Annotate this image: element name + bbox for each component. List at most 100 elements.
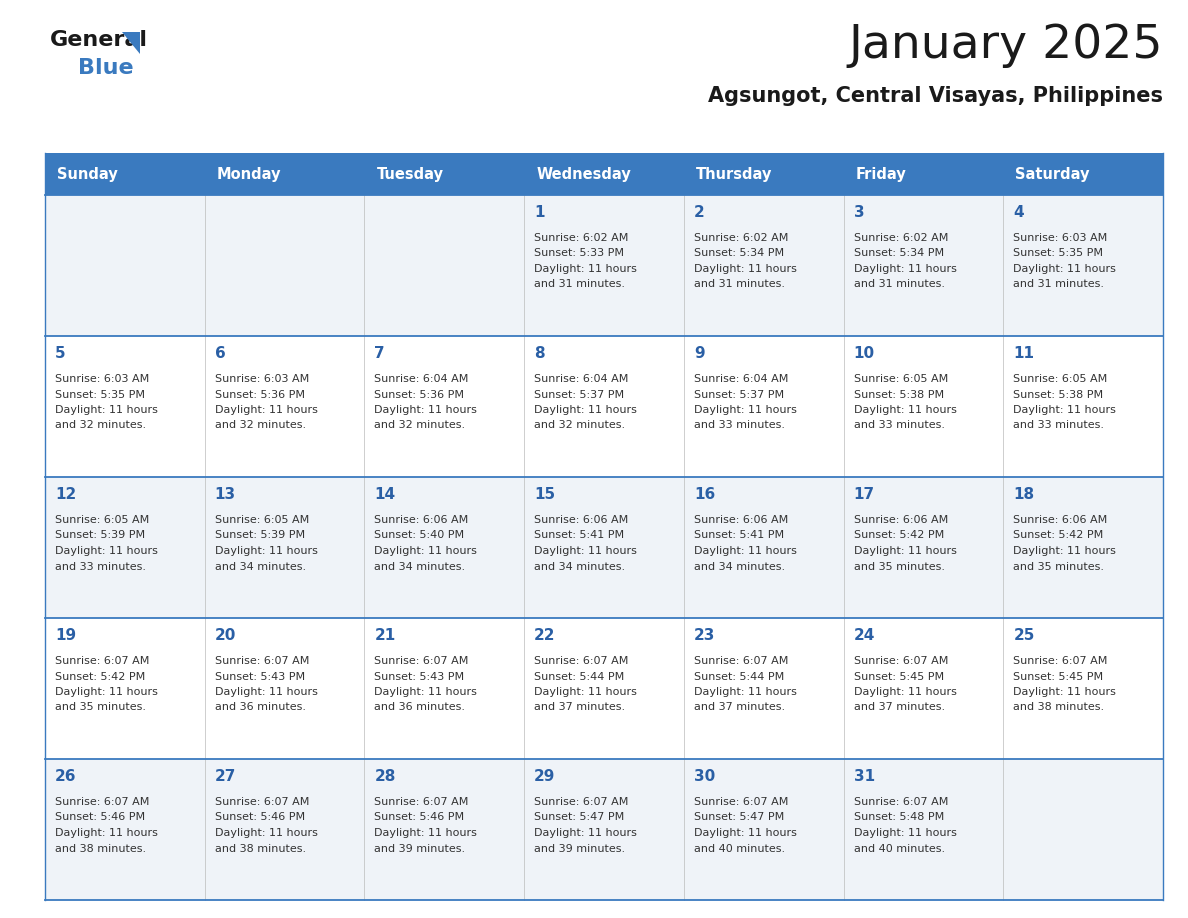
Text: 27: 27 — [215, 769, 236, 784]
Text: and 32 minutes.: and 32 minutes. — [374, 420, 466, 431]
Text: Daylight: 11 hours: Daylight: 11 hours — [694, 687, 797, 697]
Text: and 33 minutes.: and 33 minutes. — [1013, 420, 1105, 431]
Text: Sunset: 5:35 PM: Sunset: 5:35 PM — [55, 389, 145, 399]
Text: Sunrise: 6:02 AM: Sunrise: 6:02 AM — [535, 233, 628, 243]
Text: Sunset: 5:47 PM: Sunset: 5:47 PM — [535, 812, 625, 823]
Text: Sunrise: 6:04 AM: Sunrise: 6:04 AM — [535, 374, 628, 384]
Text: Daylight: 11 hours: Daylight: 11 hours — [374, 546, 478, 556]
Text: Daylight: 11 hours: Daylight: 11 hours — [1013, 264, 1117, 274]
Text: Blue: Blue — [78, 58, 133, 78]
Text: Sunset: 5:44 PM: Sunset: 5:44 PM — [535, 671, 625, 681]
Text: Daylight: 11 hours: Daylight: 11 hours — [55, 405, 158, 415]
Text: and 37 minutes.: and 37 minutes. — [694, 702, 785, 712]
Text: Daylight: 11 hours: Daylight: 11 hours — [215, 828, 317, 838]
Text: 11: 11 — [1013, 346, 1035, 361]
Text: Sunrise: 6:07 AM: Sunrise: 6:07 AM — [55, 656, 150, 666]
Text: and 38 minutes.: and 38 minutes. — [215, 844, 305, 854]
Text: Sunrise: 6:03 AM: Sunrise: 6:03 AM — [1013, 233, 1107, 243]
Text: 9: 9 — [694, 346, 704, 361]
Text: Daylight: 11 hours: Daylight: 11 hours — [55, 546, 158, 556]
Text: Sunset: 5:38 PM: Sunset: 5:38 PM — [853, 389, 943, 399]
Text: Sunset: 5:46 PM: Sunset: 5:46 PM — [55, 812, 145, 823]
Text: 22: 22 — [535, 628, 556, 643]
Text: Sunday: Sunday — [57, 166, 118, 182]
Text: Sunset: 5:34 PM: Sunset: 5:34 PM — [853, 249, 943, 259]
Text: Daylight: 11 hours: Daylight: 11 hours — [535, 687, 637, 697]
Text: Agsungot, Central Visayas, Philippines: Agsungot, Central Visayas, Philippines — [708, 86, 1163, 106]
Text: Wednesday: Wednesday — [536, 166, 631, 182]
Bar — [45, 618, 1163, 759]
Bar — [45, 759, 1163, 900]
Text: 16: 16 — [694, 487, 715, 502]
Text: Daylight: 11 hours: Daylight: 11 hours — [535, 546, 637, 556]
Text: Sunrise: 6:05 AM: Sunrise: 6:05 AM — [215, 515, 309, 525]
Text: Sunrise: 6:06 AM: Sunrise: 6:06 AM — [535, 515, 628, 525]
Text: and 31 minutes.: and 31 minutes. — [694, 279, 785, 289]
Text: and 40 minutes.: and 40 minutes. — [694, 844, 785, 854]
Text: Sunset: 5:37 PM: Sunset: 5:37 PM — [694, 389, 784, 399]
Text: Sunset: 5:41 PM: Sunset: 5:41 PM — [535, 531, 624, 541]
Text: and 32 minutes.: and 32 minutes. — [55, 420, 146, 431]
Text: 26: 26 — [55, 769, 76, 784]
Text: and 32 minutes.: and 32 minutes. — [535, 420, 625, 431]
Text: Sunrise: 6:07 AM: Sunrise: 6:07 AM — [1013, 656, 1107, 666]
Text: Sunset: 5:44 PM: Sunset: 5:44 PM — [694, 671, 784, 681]
Text: 1: 1 — [535, 205, 544, 220]
Text: Sunset: 5:46 PM: Sunset: 5:46 PM — [374, 812, 465, 823]
Text: Sunrise: 6:07 AM: Sunrise: 6:07 AM — [535, 797, 628, 807]
Text: Daylight: 11 hours: Daylight: 11 hours — [215, 405, 317, 415]
Text: and 35 minutes.: and 35 minutes. — [853, 562, 944, 572]
Text: and 37 minutes.: and 37 minutes. — [853, 702, 944, 712]
Text: Sunset: 5:42 PM: Sunset: 5:42 PM — [853, 531, 943, 541]
Text: 17: 17 — [853, 487, 874, 502]
Text: Daylight: 11 hours: Daylight: 11 hours — [853, 687, 956, 697]
Text: Sunset: 5:36 PM: Sunset: 5:36 PM — [374, 389, 465, 399]
Text: Daylight: 11 hours: Daylight: 11 hours — [374, 828, 478, 838]
Text: Sunset: 5:47 PM: Sunset: 5:47 PM — [694, 812, 784, 823]
Text: Sunset: 5:41 PM: Sunset: 5:41 PM — [694, 531, 784, 541]
Text: January 2025: January 2025 — [848, 23, 1163, 68]
Text: Sunset: 5:37 PM: Sunset: 5:37 PM — [535, 389, 624, 399]
Text: Sunset: 5:40 PM: Sunset: 5:40 PM — [374, 531, 465, 541]
Text: Thursday: Thursday — [696, 166, 772, 182]
Text: Sunrise: 6:06 AM: Sunrise: 6:06 AM — [694, 515, 788, 525]
Text: Sunrise: 6:03 AM: Sunrise: 6:03 AM — [215, 374, 309, 384]
Bar — [45, 336, 1163, 477]
Text: Daylight: 11 hours: Daylight: 11 hours — [55, 828, 158, 838]
Text: Sunrise: 6:05 AM: Sunrise: 6:05 AM — [1013, 374, 1107, 384]
Text: Sunset: 5:34 PM: Sunset: 5:34 PM — [694, 249, 784, 259]
Text: Daylight: 11 hours: Daylight: 11 hours — [374, 405, 478, 415]
Text: Daylight: 11 hours: Daylight: 11 hours — [694, 546, 797, 556]
Text: Sunrise: 6:04 AM: Sunrise: 6:04 AM — [694, 374, 788, 384]
Text: Monday: Monday — [216, 166, 282, 182]
Text: 2: 2 — [694, 205, 704, 220]
Text: Daylight: 11 hours: Daylight: 11 hours — [535, 264, 637, 274]
Text: Sunrise: 6:06 AM: Sunrise: 6:06 AM — [374, 515, 469, 525]
Text: 14: 14 — [374, 487, 396, 502]
Text: and 31 minutes.: and 31 minutes. — [535, 279, 625, 289]
Text: and 38 minutes.: and 38 minutes. — [55, 844, 146, 854]
Text: 12: 12 — [55, 487, 76, 502]
Text: Sunrise: 6:07 AM: Sunrise: 6:07 AM — [853, 797, 948, 807]
Text: Sunrise: 6:06 AM: Sunrise: 6:06 AM — [1013, 515, 1107, 525]
Text: Sunset: 5:45 PM: Sunset: 5:45 PM — [1013, 671, 1104, 681]
Text: Sunrise: 6:07 AM: Sunrise: 6:07 AM — [535, 656, 628, 666]
Text: 13: 13 — [215, 487, 236, 502]
Text: and 39 minutes.: and 39 minutes. — [535, 844, 625, 854]
Text: Daylight: 11 hours: Daylight: 11 hours — [694, 264, 797, 274]
Text: and 35 minutes.: and 35 minutes. — [1013, 562, 1105, 572]
Text: and 35 minutes.: and 35 minutes. — [55, 702, 146, 712]
Text: and 36 minutes.: and 36 minutes. — [215, 702, 305, 712]
Text: and 34 minutes.: and 34 minutes. — [215, 562, 305, 572]
Text: Sunrise: 6:04 AM: Sunrise: 6:04 AM — [374, 374, 469, 384]
Text: Sunset: 5:48 PM: Sunset: 5:48 PM — [853, 812, 943, 823]
Text: and 32 minutes.: and 32 minutes. — [215, 420, 305, 431]
Text: and 34 minutes.: and 34 minutes. — [374, 562, 466, 572]
Text: Sunrise: 6:07 AM: Sunrise: 6:07 AM — [374, 797, 469, 807]
Text: 30: 30 — [694, 769, 715, 784]
Text: Sunset: 5:45 PM: Sunset: 5:45 PM — [853, 671, 943, 681]
Text: 15: 15 — [535, 487, 555, 502]
Polygon shape — [122, 32, 140, 54]
Text: 18: 18 — [1013, 487, 1035, 502]
Text: 6: 6 — [215, 346, 226, 361]
